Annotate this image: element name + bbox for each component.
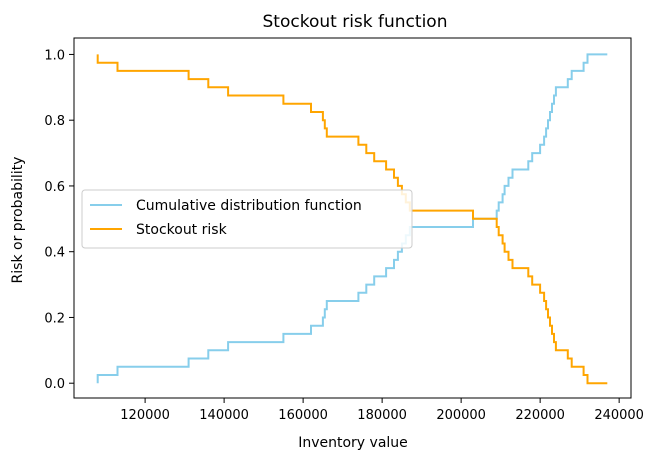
legend-box	[81, 189, 413, 249]
y-axis-ticks: 0.0 0.2 0.4 0.6 0.8 1.0	[44, 48, 74, 392]
y-tick-label: 0.8	[44, 114, 65, 129]
legend: Cumulative distribution function Stockou…	[81, 189, 413, 249]
x-tick-label: 200000	[436, 408, 486, 423]
y-tick-label: 0.0	[44, 377, 65, 392]
legend-label-stockout-risk: Stockout risk	[136, 222, 228, 238]
plot-area	[73, 37, 632, 399]
x-tick-label: 120000	[120, 408, 170, 423]
legend-label-cdf: Cumulative distribution function	[136, 198, 362, 214]
y-axis-label: Risk or probability	[10, 157, 26, 284]
x-tick-label: 160000	[278, 408, 328, 423]
y-tick-label: 0.4	[44, 246, 65, 261]
y-tick-label: 0.6	[44, 180, 65, 195]
x-tick-label: 140000	[199, 408, 249, 423]
x-tick-label: 180000	[357, 408, 407, 423]
chart-title: Stockout risk function	[263, 12, 448, 32]
series-line-stockout-risk	[96, 54, 608, 385]
x-tick-label: 220000	[515, 408, 565, 423]
y-tick-label: 1.0	[44, 48, 65, 63]
x-axis-label: Inventory value	[298, 435, 408, 451]
y-tick-label: 0.2	[44, 311, 65, 326]
x-axis-ticks: 120000 140000 160000 180000 200000 220000 2400…	[120, 398, 644, 423]
plot-frame	[73, 37, 632, 399]
x-tick-label: 240000	[594, 408, 644, 423]
series-layer	[96, 53, 608, 385]
